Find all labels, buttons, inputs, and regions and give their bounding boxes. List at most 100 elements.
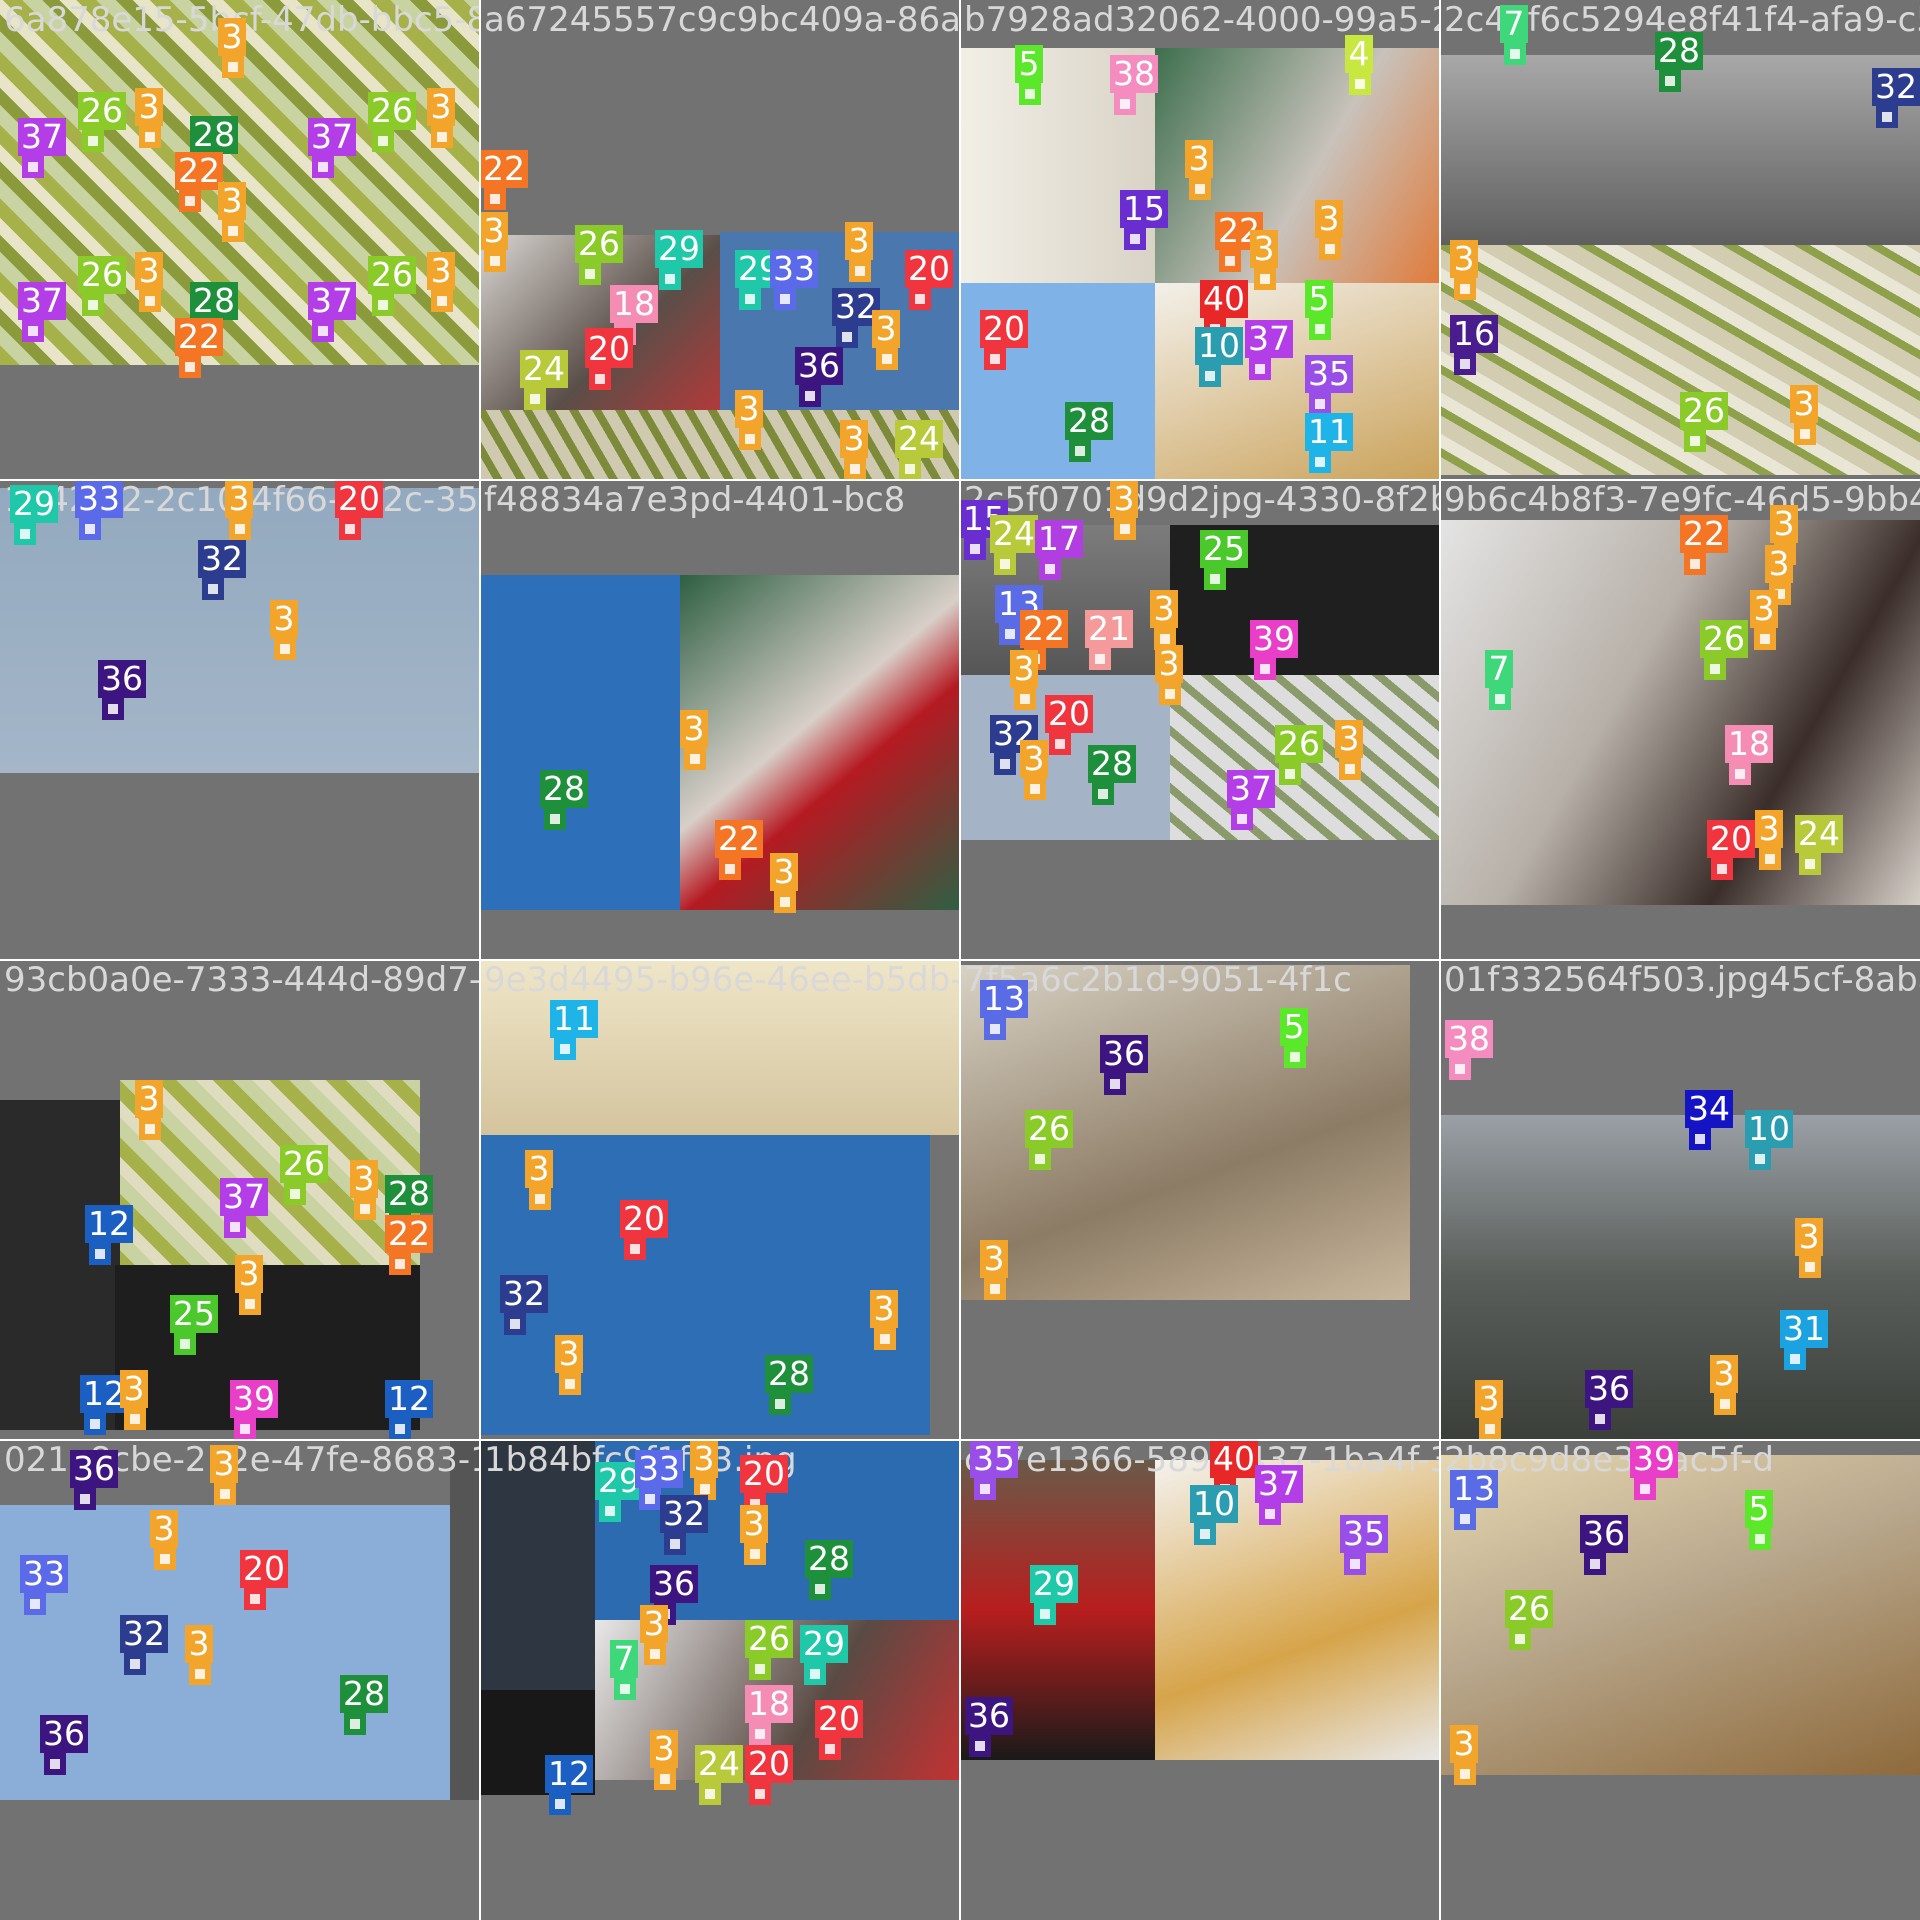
- detection-box: [102, 698, 124, 720]
- detection-box: [639, 1488, 661, 1510]
- class-label: 18: [610, 285, 658, 323]
- class-label: 3: [1010, 650, 1038, 688]
- detection-box: [312, 320, 334, 342]
- class-label: 3: [980, 1240, 1008, 1278]
- class-label: 20: [335, 480, 383, 518]
- detection-box: [44, 1753, 66, 1775]
- tile-photo: [480, 1440, 595, 1695]
- class-label: 3: [1110, 480, 1138, 518]
- detection-box: [554, 1038, 576, 1060]
- detection-box: [82, 294, 104, 316]
- detection-box: [431, 126, 453, 148]
- mosaic-tile: 1b84bfc9f1f33.jpg32933203232836326297182…: [480, 1440, 960, 1920]
- tile-photo: [480, 575, 680, 910]
- detection-box: [229, 518, 251, 540]
- detection-box: [431, 290, 453, 312]
- detection-box: [644, 1643, 666, 1665]
- class-label: 11: [1305, 413, 1353, 451]
- class-label: 3: [210, 1445, 238, 1483]
- class-label: 28: [540, 770, 588, 808]
- class-label: 10: [1195, 327, 1243, 365]
- class-label: 3: [1755, 810, 1783, 848]
- detection-box: [1194, 1523, 1216, 1545]
- class-label: 3: [740, 1505, 768, 1543]
- detection-box: [974, 1478, 996, 1500]
- detection-box: [1704, 658, 1726, 680]
- detection-box: [1104, 1073, 1126, 1095]
- class-label: 22: [1020, 610, 1068, 648]
- class-label: 26: [575, 225, 623, 263]
- class-label: 28: [190, 116, 238, 154]
- class-label: 40: [1210, 1440, 1258, 1478]
- class-label: 37: [1245, 320, 1293, 358]
- class-label: 3: [555, 1335, 583, 1373]
- detection-box: [1454, 278, 1476, 300]
- mosaic-tile: 2b8c9d8e35-ac5f-d 39 13 5 36 26 3: [1440, 1440, 1920, 1920]
- class-label: 32: [1872, 68, 1920, 106]
- detection-box: [1504, 43, 1526, 65]
- mosaic-tile: c27e1366-5890-437-1ba4f-3c 35 40 37 10 35 29 36: [960, 1440, 1440, 1920]
- class-label: 28: [385, 1175, 433, 1213]
- detection-box: [1759, 848, 1781, 870]
- detection-box: [999, 623, 1021, 645]
- class-label: 7: [1485, 650, 1513, 688]
- mosaic-tile: 9b6c4b8f3-7e9fc-46d5-9bb4 22 3 3 3 26 7 18 3 24 20: [1440, 480, 1920, 960]
- class-label: 24: [1795, 815, 1843, 853]
- detection-box: [274, 638, 296, 660]
- detection-box: [1684, 430, 1706, 452]
- class-label: 28: [1655, 32, 1703, 70]
- detection-box: [22, 156, 44, 178]
- class-label: 17: [1035, 520, 1083, 558]
- detection-box: [79, 518, 101, 540]
- class-label: 3: [185, 1625, 213, 1663]
- detection-box: [154, 1548, 176, 1570]
- detection-box: [222, 220, 244, 242]
- tile-filename: 9e3d4495-b96e-46ee-b5db-3: [484, 960, 960, 1000]
- detection-box: [994, 753, 1016, 775]
- class-label: 4: [1345, 35, 1373, 73]
- class-label: 26: [1680, 392, 1728, 430]
- tile-filename: 7f5a6c2b1d-9051-4f1c: [964, 960, 1352, 1000]
- detection-box: [1319, 238, 1341, 260]
- class-label: 32: [120, 1615, 168, 1653]
- tile-filename: 01f332564f503.jpg45cf-8aba-96: [1444, 960, 1920, 1000]
- detection-box: [224, 1216, 246, 1238]
- detection-box: [202, 578, 224, 600]
- class-label: 20: [745, 1745, 793, 1783]
- detection-box: [749, 1658, 771, 1680]
- detection-box: [284, 1183, 306, 1205]
- detection-box: [74, 1488, 96, 1510]
- class-label: 36: [650, 1565, 698, 1603]
- class-label: 33: [20, 1555, 68, 1593]
- detection-box: [1749, 1148, 1771, 1170]
- tile-filename: 9b6c4b8f3-7e9fc-46d5-9bb4: [1444, 480, 1920, 520]
- class-label: 7: [610, 1640, 638, 1678]
- detection-box: [234, 1418, 256, 1440]
- mosaic-tile: 021e8cbe-212e-47fe-8683-1 36 3 33 3 20 32 3 28 36: [0, 1440, 480, 1920]
- detection-box: [222, 56, 244, 78]
- detection-box: [179, 190, 201, 212]
- detection-box: [372, 130, 394, 152]
- detection-box: [1049, 733, 1071, 755]
- tile-photo: [1155, 283, 1440, 480]
- detection-box: [312, 156, 334, 178]
- class-label: 20: [620, 1200, 668, 1238]
- detection-box: [124, 1653, 146, 1675]
- detection-box: [1254, 268, 1276, 290]
- detection-box: [1124, 228, 1146, 250]
- detection-box: [909, 288, 931, 310]
- detection-box: [1114, 518, 1136, 540]
- detection-box: [1711, 858, 1733, 880]
- detection-box: [774, 891, 796, 913]
- class-label: 3: [1450, 240, 1478, 278]
- class-label: 39: [1630, 1440, 1678, 1478]
- detection-box: [719, 858, 741, 880]
- class-label: 40: [1200, 280, 1248, 318]
- detection-box: [1634, 1478, 1656, 1500]
- class-label: 33: [635, 1450, 683, 1488]
- class-label: 36: [795, 347, 843, 385]
- class-label: 5: [1015, 45, 1043, 83]
- tile-photo: [1440, 520, 1920, 905]
- detection-box: [614, 1678, 636, 1700]
